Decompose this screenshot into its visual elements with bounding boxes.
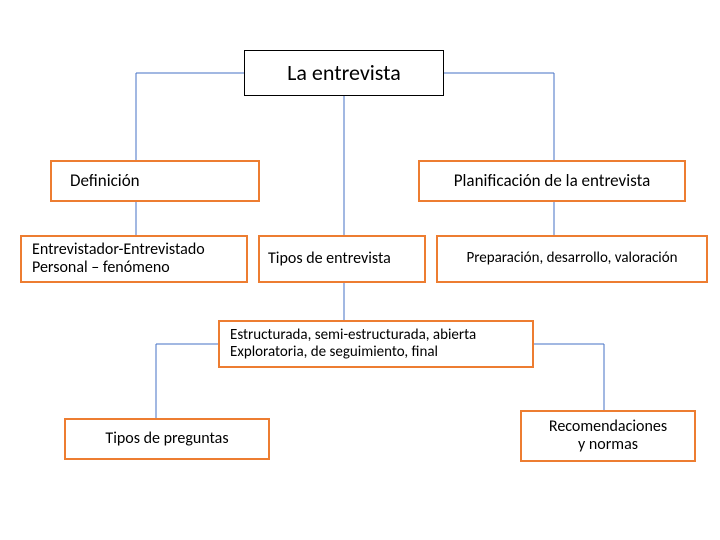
node-recomendaciones: Recomendaciones y normas <box>520 410 696 462</box>
node-definicion: Definición <box>50 160 260 202</box>
node-estructurada-line2: Exploratoria, de seguimiento, final <box>230 344 438 361</box>
node-recomendaciones-line2: y normas <box>578 436 638 454</box>
node-estructurada: Estructurada, semi-estructurada, abierta… <box>218 320 534 368</box>
node-entrevistador: Entrevistador-Entrevistado Personal – fe… <box>20 235 248 283</box>
node-planificacion-text: Planificación de la entrevista <box>454 171 650 191</box>
node-tipos-preguntas-text: Tipos de preguntas <box>105 430 228 448</box>
node-tipos-preguntas: Tipos de preguntas <box>64 418 270 460</box>
node-estructurada-line1: Estructurada, semi-estructurada, abierta <box>230 327 476 344</box>
node-preparacion-text: Preparación, desarrollo, valoración <box>466 250 677 267</box>
node-title-text: La entrevista <box>287 60 401 85</box>
node-entrevistador-line2: Personal – fenómeno <box>32 259 170 277</box>
node-definicion-text: Definición <box>70 171 140 191</box>
node-tipos-entrevista: Tipos de entrevista <box>258 235 426 283</box>
node-title: La entrevista <box>244 50 444 96</box>
node-planificacion: Planificación de la entrevista <box>418 160 686 202</box>
node-tipos-entrevista-text: Tipos de entrevista <box>268 250 391 268</box>
node-preparacion: Preparación, desarrollo, valoración <box>436 235 708 283</box>
node-recomendaciones-line1: Recomendaciones <box>549 418 667 436</box>
node-entrevistador-line1: Entrevistador-Entrevistado <box>32 241 205 259</box>
